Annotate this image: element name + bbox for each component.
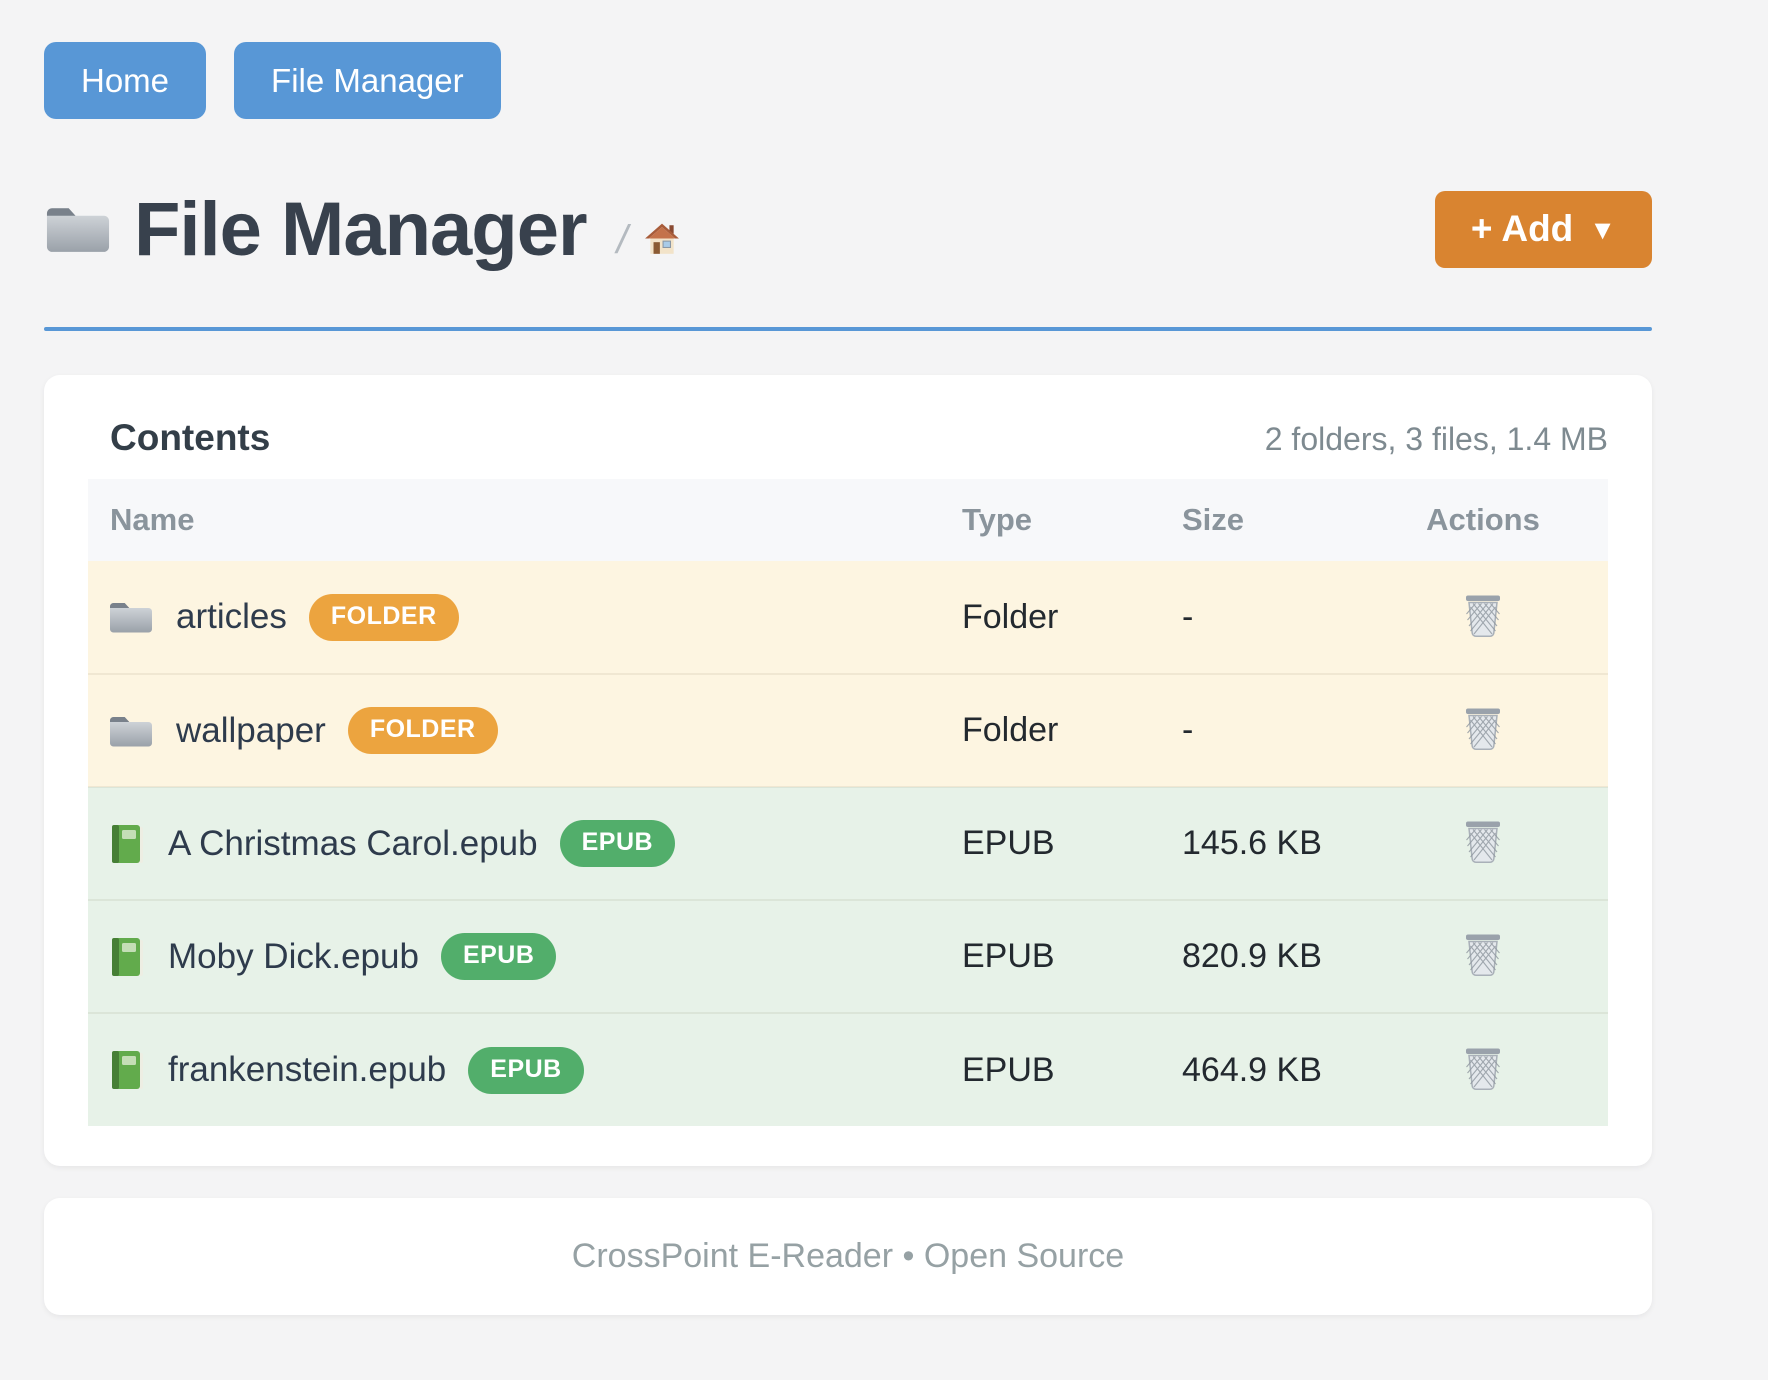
title-group: File Manager / [44,186,680,273]
file-type-cell: EPUB [962,1050,1055,1089]
breadcrumb-separator: / [616,217,628,262]
column-header-actions: Actions [1358,479,1608,561]
file-size-cell: 464.9 KB [1182,1050,1322,1089]
file-name-link[interactable]: articles [176,597,287,636]
trash-icon [1463,708,1503,755]
file-type-badge: EPUB [559,820,676,867]
house-icon[interactable] [644,222,680,261]
title-underline [44,327,1652,331]
table-row: frankenstein.epub EPUB EPUB 464.9 KB [88,1013,1608,1126]
page-header: File Manager / + Add ▼ [44,183,1652,275]
delete-button[interactable] [1459,928,1507,985]
book-icon [108,936,146,978]
files-table: Name Type Size Actions articles FOLDER [88,479,1608,1126]
footer-text: CrossPoint E-Reader • Open Source [571,1237,1125,1275]
footer: CrossPoint E-Reader • Open Source [44,1198,1652,1315]
file-type-cell: EPUB [962,824,1055,862]
files-table-body: articles FOLDER Folder - [88,561,1608,1126]
table-row: A Christmas Carol.epub EPUB EPUB 145.6 K… [88,787,1608,900]
file-type-cell: EPUB [962,937,1055,975]
folder-icon [108,712,154,750]
file-name-link[interactable]: A Christmas Carol.epub [168,823,538,863]
trash-icon [1463,821,1503,868]
file-type-badge: EPUB [440,933,557,980]
delete-button[interactable] [1459,1042,1507,1099]
column-header-name: Name [88,479,938,561]
main-container: Home File Manager File Manager / [44,0,1652,1315]
column-header-type: Type [938,479,1158,561]
add-button[interactable]: + Add ▼ [1434,190,1652,268]
table-row: Moby Dick.epub EPUB EPUB 820.9 KB [88,900,1608,1013]
card-head: Contents 2 folders, 3 files, 1.4 MB [88,417,1608,459]
table-row: wallpaper FOLDER Folder - [88,674,1608,787]
file-type-badge: FOLDER [347,707,498,754]
column-header-size: Size [1158,479,1358,561]
file-type-cell: Folder [962,711,1059,749]
file-size-cell: 145.6 KB [1182,824,1322,862]
nav-home-button[interactable]: Home [44,42,207,119]
trash-icon [1463,1048,1503,1095]
add-button-label: + Add [1470,208,1574,249]
file-size-cell: - [1182,711,1194,749]
page-title: File Manager [134,186,588,272]
file-size-cell: - [1182,597,1194,636]
delete-button[interactable] [1459,815,1507,872]
trash-icon [1463,595,1503,642]
file-name-link[interactable]: frankenstein.epub [168,1050,447,1089]
folder-icon [44,200,112,258]
file-name-link[interactable]: Moby Dick.epub [168,936,419,976]
caret-down-icon: ▼ [1589,215,1616,245]
trash-icon [1463,934,1503,981]
contents-summary: 2 folders, 3 files, 1.4 MB [1264,421,1608,457]
book-icon [108,823,146,865]
table-header: Name Type Size Actions [88,479,1608,561]
delete-button[interactable] [1459,702,1507,759]
file-type-badge: EPUB [468,1046,584,1094]
folder-icon [108,598,154,636]
delete-button[interactable] [1459,589,1507,646]
file-size-cell: 820.9 KB [1182,937,1322,975]
nav-buttons: Home File Manager [44,42,1652,119]
file-type-cell: Folder [962,597,1059,636]
contents-title: Contents [110,417,271,458]
contents-card: Contents 2 folders, 3 files, 1.4 MB Name… [44,375,1652,1166]
book-icon [108,1049,146,1091]
file-type-badge: FOLDER [308,593,459,641]
nav-file-manager-button[interactable]: File Manager [234,42,501,119]
file-name-link[interactable]: wallpaper [176,710,326,750]
table-row: articles FOLDER Folder - [88,561,1608,674]
